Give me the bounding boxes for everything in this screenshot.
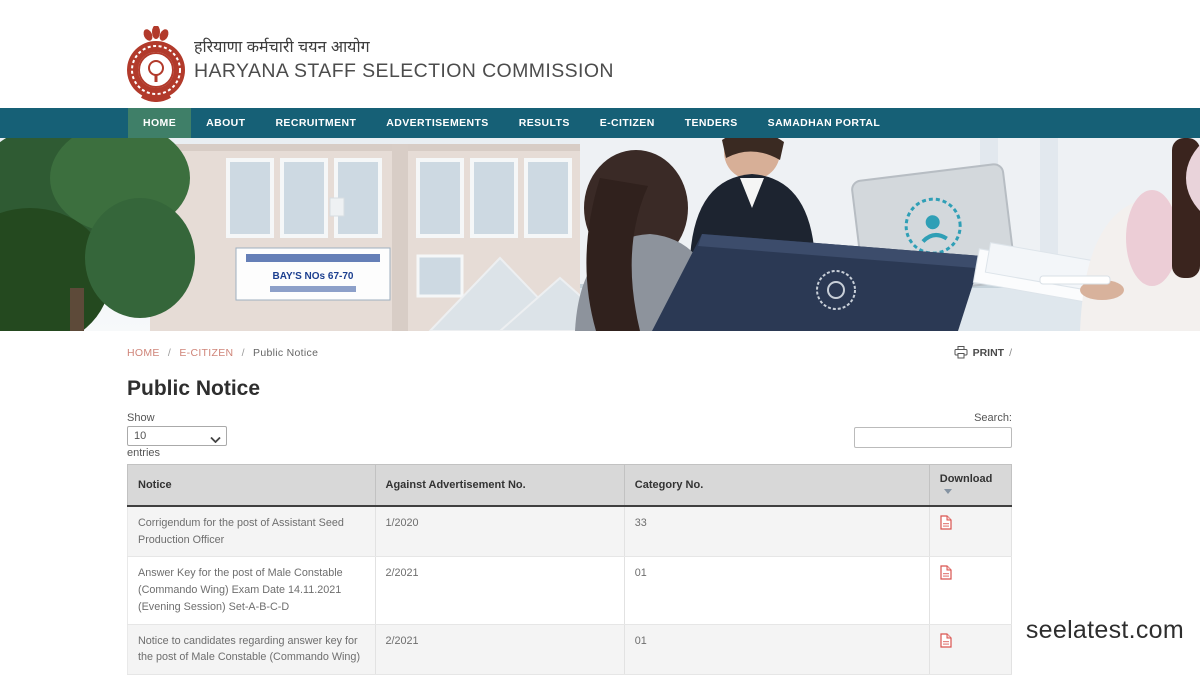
print-suffix: / <box>1009 346 1012 359</box>
public-notice-table: Notice Against Advertisement No. Categor… <box>127 464 1013 675</box>
page-size-select[interactable]: 10 <box>127 426 227 446</box>
category-no-cell: 01 <box>624 624 930 675</box>
building: BAY'S NOs 67-70 <box>150 144 622 331</box>
trees <box>0 138 195 331</box>
building-sign: BAY'S NOs 67-70 <box>235 247 391 301</box>
print-button[interactable]: PRINT / <box>954 346 1012 359</box>
breadcrumb-separator: / <box>241 346 245 359</box>
nav-item-tenders[interactable]: TENDERS <box>684 117 738 129</box>
search-input[interactable] <box>854 427 1012 448</box>
hssc-emblem-icon <box>127 25 185 102</box>
breadcrumb: HOME / E-CITIZEN / Public Notice <box>127 347 318 359</box>
page-length-control: Show 10 entries <box>127 411 227 461</box>
main-nav: HOME ABOUT RECRUITMENT ADVERTISEMENTS RE… <box>0 108 1200 138</box>
nav-item-recruitment[interactable]: RECRUITMENT <box>275 117 357 129</box>
pdf-download-icon[interactable] <box>940 633 952 648</box>
breadcrumb-e-citizen[interactable]: E-CITIZEN <box>179 346 234 359</box>
nav-item-advertisements[interactable]: ADVERTISEMENTS <box>386 117 489 129</box>
table-header-row: Notice Against Advertisement No. Categor… <box>127 464 1013 507</box>
watermark: seelatest.com <box>1025 616 1184 644</box>
column-header-notice[interactable]: Notice <box>127 464 376 507</box>
building-sign-text: BAY'S NOs 67-70 <box>273 271 354 282</box>
site-title-hindi: हरियाणा कर्मचारी चयन आयोग <box>194 39 370 56</box>
category-no-cell: 01 <box>624 556 930 625</box>
office-scene <box>575 138 1200 331</box>
nav-item-home[interactable]: HOME <box>128 108 192 138</box>
nav-item-samadhan-portal[interactable]: SAMADHAN PORTAL <box>767 117 881 129</box>
show-label: Show <box>127 412 155 424</box>
nav-item-about[interactable]: ABOUT <box>206 117 246 129</box>
folder <box>652 234 982 331</box>
advertisement-no-cell: 1/2020 <box>375 506 625 558</box>
category-no-cell: 33 <box>624 506 930 558</box>
sort-desc-icon <box>943 488 952 494</box>
column-header-download[interactable]: Download <box>929 464 1013 507</box>
entries-label: entries <box>127 447 161 459</box>
breadcrumb-home[interactable]: HOME <box>127 346 160 359</box>
notice-cell: Corrigendum for the post of Assistant Se… <box>127 506 376 558</box>
nav-item-e-citizen[interactable]: E-CITIZEN <box>599 117 655 129</box>
advertisement-no-cell: 2/2021 <box>375 624 625 675</box>
printer-icon <box>954 346 968 359</box>
nav-item-results[interactable]: RESULTS <box>518 117 570 129</box>
pdf-download-icon[interactable] <box>940 565 952 581</box>
pdf-download-icon[interactable] <box>940 515 952 530</box>
table-row: Answer Key for the post of Male Constabl… <box>127 556 1013 625</box>
site-header: हरियाणा कर्मचारी चयन आयोग HARYANA STAFF … <box>0 0 1200 108</box>
search-control: Search: <box>854 411 1012 461</box>
hssc-logo[interactable] <box>124 25 188 102</box>
notice-cell: Answer Key for the post of Male Constabl… <box>127 556 376 625</box>
breadcrumb-separator: / <box>167 346 172 359</box>
breadcrumb-current: Public Notice <box>253 346 319 359</box>
notice-cell: Notice to candidates regarding answer ke… <box>127 624 376 675</box>
column-header-category-no[interactable]: Category No. <box>624 464 930 507</box>
site-title-english: HARYANA STAFF SELECTION COMMISSION <box>194 60 614 83</box>
site-title-block: हरियाणा कर्मचारी चयन आयोग HARYANA STAFF … <box>194 38 614 83</box>
content-area: HOME / E-CITIZEN / Public Notice PRINT /… <box>127 331 1013 675</box>
search-label: Search: <box>974 412 1012 424</box>
banner-photo: BAY'S NOs 67-70 <box>0 138 1200 331</box>
print-label: PRINT <box>972 346 1005 359</box>
table-row: Corrigendum for the post of Assistant Se… <box>127 506 1013 558</box>
page-title: Public Notice <box>127 377 261 400</box>
table-row: Notice to candidates regarding answer ke… <box>127 624 1013 675</box>
advertisement-no-cell: 2/2021 <box>375 556 625 625</box>
column-header-advertisement-no[interactable]: Against Advertisement No. <box>375 464 625 507</box>
